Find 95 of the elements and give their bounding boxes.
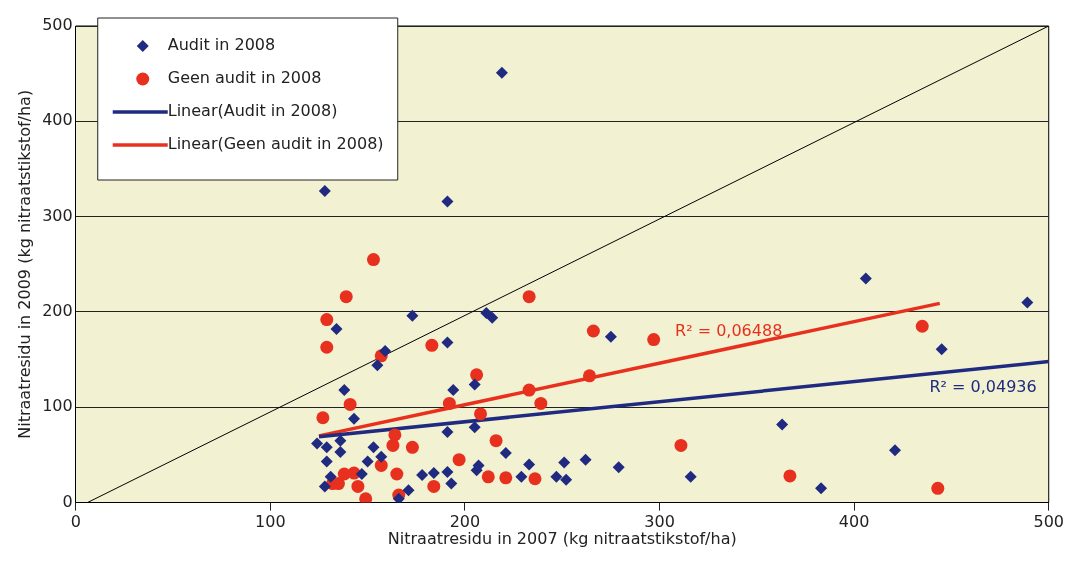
point [348,412,361,425]
point [550,470,563,483]
point [1021,296,1034,309]
point [495,66,508,79]
y-tick-label: 100 [42,396,73,416]
point [316,411,330,425]
legend-label: Audit in 2008 [167,35,276,55]
point [427,479,441,493]
point [499,447,512,460]
point [447,384,460,397]
point [390,467,404,481]
point [468,378,481,391]
annotation: R² = 0,06488 [675,320,783,340]
point [470,368,484,382]
point [499,471,513,485]
point [427,467,440,480]
point [355,468,368,480]
point [441,336,454,349]
point [338,384,351,397]
point [351,479,365,493]
legend-label: Geen audit in 2008 [167,68,322,88]
point [406,309,419,322]
point [560,473,573,486]
point [612,461,625,474]
y-axis-title: Nitraatresidu in 2009 (kg nitraatstikstof/ha) [14,89,34,439]
point [776,418,789,431]
point [359,492,373,503]
point [558,456,571,469]
point [528,472,542,486]
point [582,369,596,383]
point [330,323,343,336]
point [441,466,454,479]
annotation: R² = 0,04936 [929,377,1037,397]
point [474,407,487,421]
x-tick-label: 100 [255,512,286,532]
point [366,253,380,267]
y-tick-label: 200 [42,301,73,321]
point [334,446,347,459]
point [371,359,384,372]
point [318,184,331,197]
point [783,469,797,483]
legend-label: Linear(Geen audit in 2008) [167,134,384,154]
point [522,290,536,304]
point [931,481,945,495]
point [375,450,388,463]
point [523,458,536,471]
point [859,272,872,285]
point [324,470,337,483]
point [441,426,454,439]
point [405,440,419,454]
point [481,470,495,484]
point [489,434,503,448]
point [337,467,351,481]
point [534,396,548,410]
point [367,441,380,454]
point [318,480,331,493]
y-tick-label: 0 [62,491,73,511]
point [392,492,405,503]
point [339,290,353,304]
point [320,441,333,454]
point [445,477,458,490]
point [468,421,481,434]
y-tick-label: 300 [42,205,73,225]
point [320,340,334,354]
point [386,438,400,452]
x-tick-label: 500 [1033,512,1064,532]
point [441,195,454,208]
point [452,453,466,467]
point [442,396,456,410]
point [889,444,901,457]
legend-label: Linear(Audit in 2008) [167,101,338,121]
point [604,330,617,343]
point [647,333,661,347]
point [684,470,697,483]
point [935,343,948,356]
point [320,313,334,327]
point [425,338,439,352]
point [579,453,592,466]
y-tick-label: 400 [42,110,73,130]
point [361,455,374,468]
point [402,484,415,497]
point [522,383,536,397]
point [674,438,688,452]
point [515,470,528,483]
point [311,437,324,450]
y-tick-label: 500 [42,15,73,35]
point [343,397,357,411]
point [320,455,333,468]
point [416,468,429,481]
point [586,324,600,338]
point [915,319,929,333]
x-tick-label: 400 [838,512,870,532]
point [815,482,828,495]
point [486,311,499,324]
point [379,345,392,358]
